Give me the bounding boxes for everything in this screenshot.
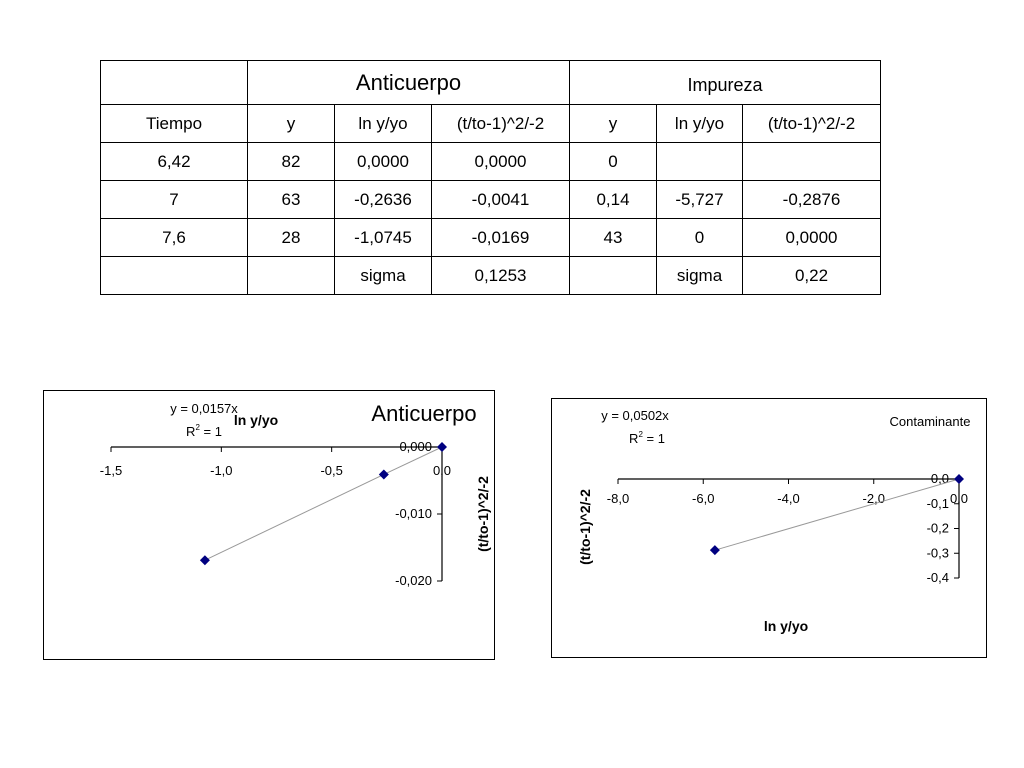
x-axis-label: ln y/yo (234, 412, 278, 428)
chart-equation: y = 0,0157x (170, 401, 238, 416)
table-row: 7 63 -0,2636 -0,0041 0,14 -5,727 -0,2876 (100, 180, 881, 219)
table-cell (100, 256, 248, 295)
table-cell: 0,22 (742, 256, 881, 295)
x-tick-label: -8,0 (607, 491, 629, 506)
y-tick-label: -0,010 (395, 506, 432, 521)
table-cell: -5,727 (656, 180, 743, 219)
table-cell: 0,1253 (431, 256, 570, 295)
table-cell: 7 (100, 180, 248, 219)
table-cell: -0,0169 (431, 218, 570, 257)
table-cell: 0,0000 (431, 142, 570, 181)
data-table: Anticuerpo Impureza Tiempo y ln y/yo (t/… (100, 60, 881, 295)
chart-r2: R2 = 1 (629, 430, 665, 446)
column-header: Tiempo (100, 104, 248, 143)
table-cell: sigma (656, 256, 743, 295)
x-axis-label: ln y/yo (764, 618, 808, 634)
table-cell: sigma (334, 256, 432, 295)
column-header: y (247, 104, 335, 143)
data-point (709, 545, 720, 556)
series-line (714, 478, 960, 551)
chart-title: Anticuerpo (371, 401, 476, 426)
table-row: 7,6 28 -1,0745 -0,0169 43 0 0,0000 (100, 218, 881, 257)
chart-contaminante-svg: y = 0,0502x R2 = 1 Contaminante ln y/yo … (577, 408, 971, 634)
table-cell: 0,0000 (334, 142, 432, 181)
column-header: ln y/yo (656, 104, 743, 143)
table-cell: 82 (247, 142, 335, 181)
table-cell (742, 142, 881, 181)
x-tick-label: -0,5 (320, 463, 342, 478)
y-tick-label: -0,020 (395, 573, 432, 588)
group-header-impureza: Impureza (569, 60, 881, 105)
table-cell: 63 (247, 180, 335, 219)
table-row: 6,42 82 0,0000 0,0000 0 (100, 142, 881, 181)
chart-title: Contaminante (890, 414, 971, 429)
data-point (199, 555, 210, 566)
table-header-row: Tiempo y ln y/yo (t/to-1)^2/-2 y ln y/yo… (100, 104, 881, 143)
x-tick-label: -6,0 (692, 491, 714, 506)
table-cell (656, 142, 743, 181)
table-cell (247, 256, 335, 295)
data-point (378, 469, 389, 480)
table-cell: 6,42 (100, 142, 248, 181)
data-point (437, 442, 447, 452)
y-tick-label: 0,0 (931, 471, 949, 486)
table-cell: 43 (569, 218, 657, 257)
table-cell: 28 (247, 218, 335, 257)
chart-anticuerpo: y = 0,0157x R2 = 1 ln y/yo Anticuerpo (t… (43, 390, 495, 660)
chart-anticuerpo-svg: y = 0,0157x R2 = 1 ln y/yo Anticuerpo (t… (100, 401, 491, 588)
y-tick-label: -0,3 (927, 545, 949, 560)
x-tick-label: -1,5 (100, 463, 122, 478)
group-header-anticuerpo: Anticuerpo (247, 60, 570, 105)
table-cell: 7,6 (100, 218, 248, 257)
y-axis-label: (t/to-1)^2/-2 (577, 489, 593, 565)
data-point (954, 474, 964, 484)
chart-contaminante: y = 0,0502x R2 = 1 Contaminante ln y/yo … (551, 398, 987, 658)
column-header: y (569, 104, 657, 143)
y-axis-label: (t/to-1)^2/-2 (475, 476, 491, 552)
table-cell: 0,14 (569, 180, 657, 219)
table-cell: 0 (569, 142, 657, 181)
column-header: (t/to-1)^2/-2 (431, 104, 570, 143)
table-corner-cell (100, 60, 248, 105)
table-cell: 0,0000 (742, 218, 881, 257)
table-row: sigma 0,1253 sigma 0,22 (100, 256, 881, 295)
column-header: (t/to-1)^2/-2 (742, 104, 881, 143)
table-cell: -1,0745 (334, 218, 432, 257)
x-tick-label: -1,0 (210, 463, 232, 478)
table-cell: 0 (656, 218, 743, 257)
table-cell: -0,2876 (742, 180, 881, 219)
x-tick-label: -4,0 (777, 491, 799, 506)
chart-r2: R2 = 1 (186, 423, 222, 439)
chart-equation: y = 0,0502x (601, 408, 669, 423)
table-cell (569, 256, 657, 295)
y-tick-label: 0,000 (399, 439, 432, 454)
column-header: ln y/yo (334, 104, 432, 143)
y-tick-label: -0,2 (927, 521, 949, 536)
table-cell: -0,0041 (431, 180, 570, 219)
y-tick-label: -0,4 (927, 570, 949, 585)
table-cell: -0,2636 (334, 180, 432, 219)
table-group-header-row: Anticuerpo Impureza (100, 60, 881, 105)
y-tick-label: -0,1 (927, 496, 949, 511)
